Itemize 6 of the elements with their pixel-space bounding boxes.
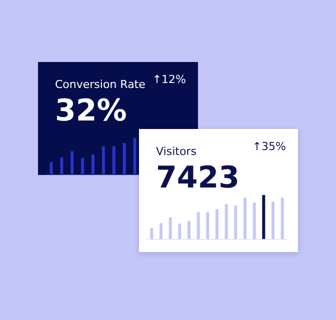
chart-subtitle: 32% xyxy=(55,94,127,128)
chart-title: Visitors xyxy=(156,145,197,158)
text: ↑12% xyxy=(152,73,186,86)
text: ↑35% xyxy=(252,140,286,153)
chart-subtitle: 7423 xyxy=(156,160,240,196)
chart-title: Conversion Rate xyxy=(55,78,146,91)
